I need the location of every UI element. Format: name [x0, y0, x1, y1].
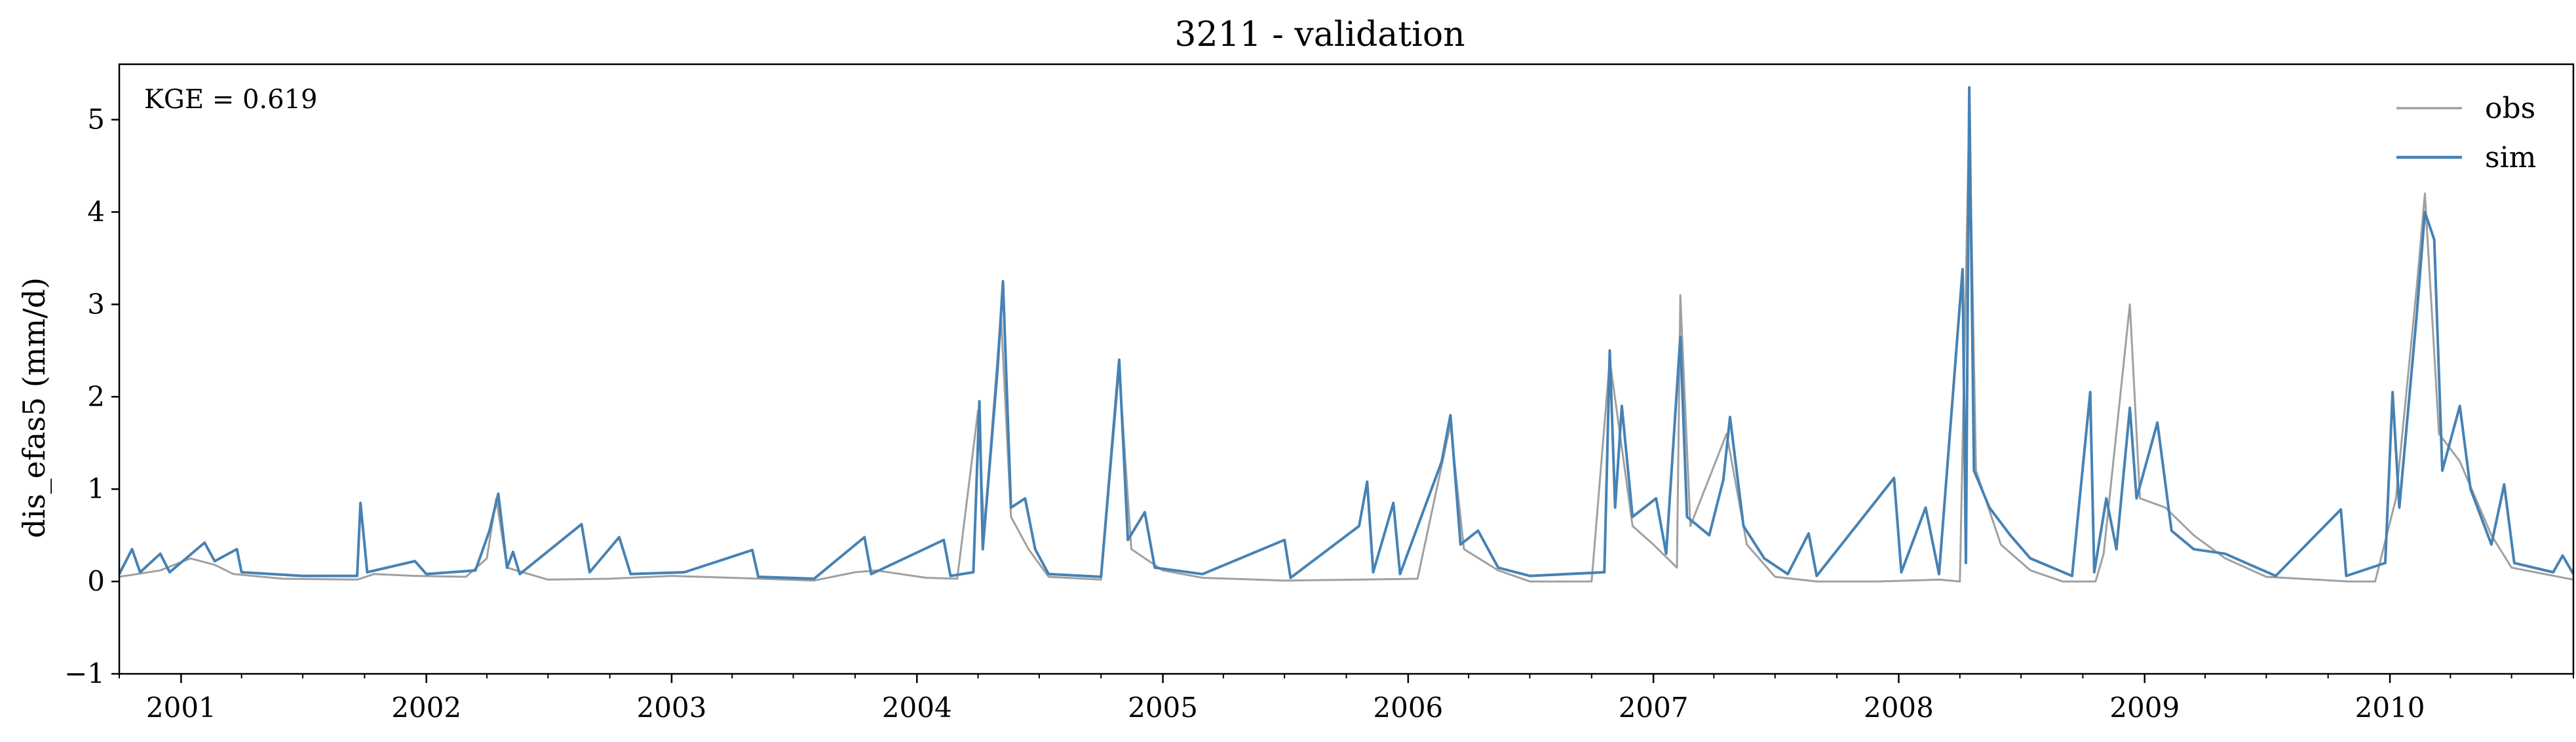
series-layer: [118, 86, 2575, 583]
y-tick-label: 4: [87, 195, 105, 227]
x-tick-label: 2001: [146, 692, 216, 724]
kge-annotation: KGE = 0.619: [144, 85, 318, 115]
y-tick-label: 2: [87, 380, 105, 412]
y-axis-label: dis_efas5 (mm/d): [16, 277, 52, 538]
legend-sim-label: sim: [2485, 141, 2536, 174]
x-tick-label: 2008: [1864, 692, 1934, 724]
x-tick-label: 2003: [636, 692, 706, 724]
y-tick-label: 5: [87, 104, 105, 136]
legend-obs-label: obs: [2485, 92, 2535, 125]
y-tick-label: −1: [64, 657, 105, 690]
x-tick-label: 2002: [391, 692, 461, 724]
x-tick-label: 2009: [2109, 692, 2180, 724]
series-line-sim: [118, 86, 2575, 580]
series-line-obs: [119, 109, 2574, 583]
x-tick-label: 2005: [1128, 692, 1198, 724]
legend: obs sim: [2396, 92, 2536, 174]
axis-layer: −1 0 1 2 3 4 5 2001 2002 2003 2004 2005 2006 2007 2008…: [64, 104, 2574, 724]
chart-title: 3211 - validation: [1174, 15, 1465, 54]
x-tick-label: 2007: [1619, 692, 1689, 724]
x-tick-label: 2004: [882, 692, 952, 724]
x-tick-label: 2010: [2355, 692, 2425, 724]
x-tick-label: 2006: [1373, 692, 1443, 724]
y-tick-label: 1: [87, 473, 105, 505]
y-tick-label: 0: [87, 565, 105, 597]
y-tick-label: 3: [87, 288, 105, 320]
